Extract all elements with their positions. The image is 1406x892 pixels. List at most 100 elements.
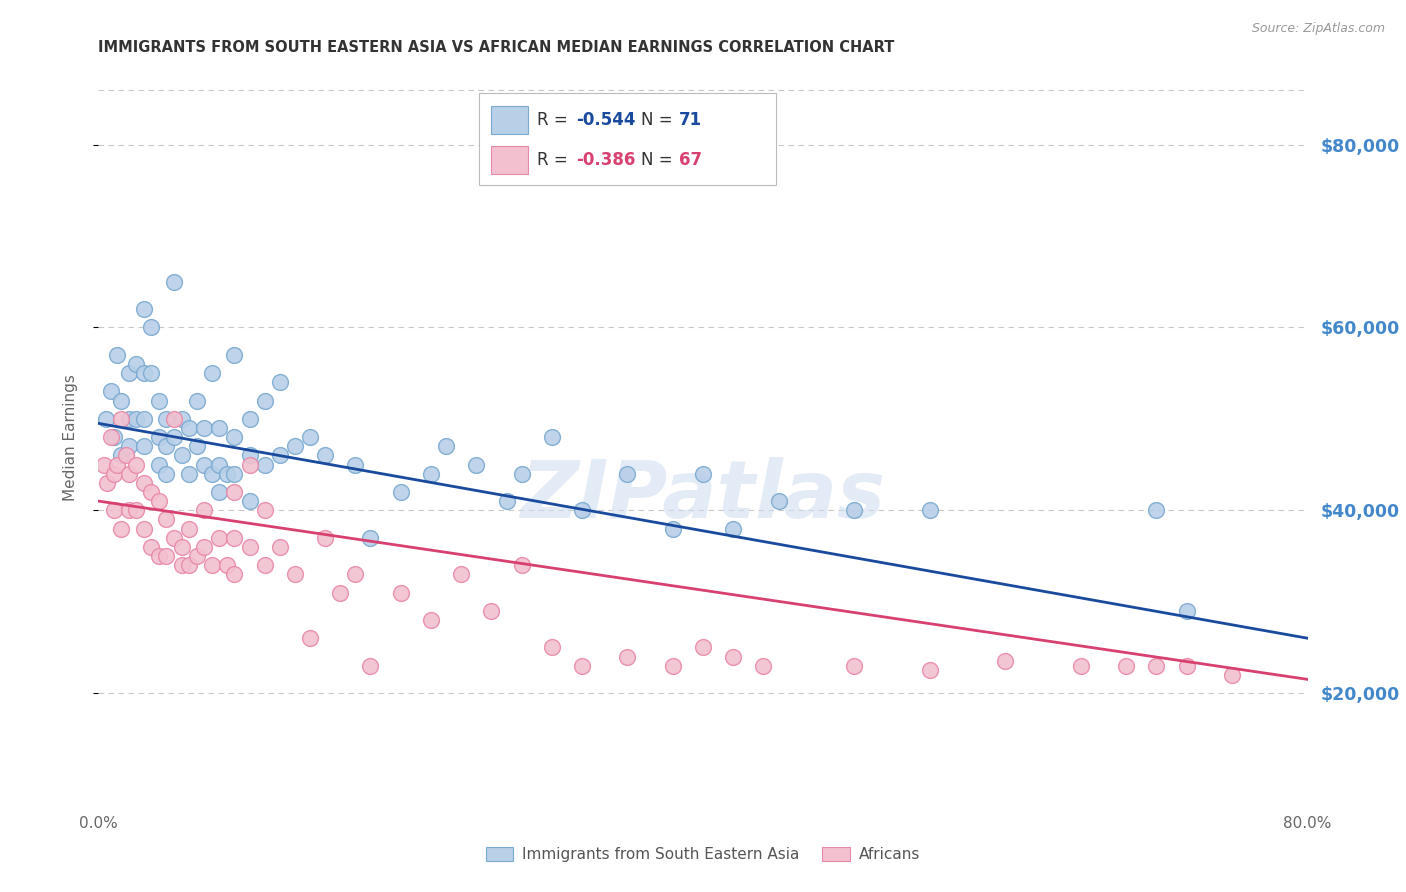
Point	[141, 484, 163, 499]
Point	[186, 549, 208, 563]
Point	[208, 484, 231, 499]
Point	[1175, 658, 1198, 673]
Point	[844, 503, 866, 517]
Point	[118, 411, 141, 425]
Point	[420, 467, 443, 481]
Point	[692, 640, 714, 655]
Point	[201, 467, 224, 481]
Point	[329, 585, 352, 599]
Point	[224, 531, 246, 545]
Point	[163, 531, 186, 545]
Point	[389, 484, 412, 499]
Point	[132, 439, 155, 453]
Point	[114, 448, 136, 462]
Point	[105, 458, 128, 472]
Point	[201, 366, 224, 380]
Text: ZIPatlas: ZIPatlas	[520, 457, 886, 534]
Point	[132, 411, 155, 425]
Point	[224, 467, 246, 481]
Point	[208, 458, 231, 472]
Point	[132, 366, 155, 380]
Point	[208, 421, 231, 435]
Point	[434, 439, 457, 453]
Point	[215, 558, 238, 573]
Point	[132, 475, 155, 490]
Point	[314, 531, 336, 545]
Point	[179, 421, 201, 435]
Text: IMMIGRANTS FROM SOUTH EASTERN ASIA VS AFRICAN MEDIAN EARNINGS CORRELATION CHART: IMMIGRANTS FROM SOUTH EASTERN ASIA VS AF…	[98, 40, 894, 55]
Point	[163, 411, 186, 425]
Text: N =: N =	[641, 151, 678, 169]
Point	[661, 521, 683, 535]
Point	[1144, 658, 1167, 673]
Text: N =: N =	[641, 111, 678, 128]
Point	[110, 393, 132, 408]
Point	[344, 458, 367, 472]
Point	[692, 467, 714, 481]
Point	[284, 439, 307, 453]
Point	[155, 549, 177, 563]
Point	[103, 467, 125, 481]
Point	[132, 301, 155, 317]
Text: 71: 71	[679, 111, 702, 128]
Point	[186, 393, 208, 408]
Point	[215, 467, 238, 481]
Point	[201, 558, 224, 573]
Point	[918, 663, 941, 677]
Point	[208, 531, 231, 545]
Text: R =: R =	[537, 111, 574, 128]
Point	[179, 558, 201, 573]
Point	[155, 512, 177, 526]
Point	[571, 658, 593, 673]
Point	[125, 458, 148, 472]
Point	[224, 484, 246, 499]
Point	[918, 503, 941, 517]
Point	[510, 467, 533, 481]
Point	[661, 658, 683, 673]
Point	[224, 567, 246, 582]
Point	[253, 558, 276, 573]
Point	[163, 275, 186, 289]
Point	[125, 357, 148, 371]
Point	[103, 430, 125, 444]
Point	[141, 320, 163, 334]
Point	[269, 375, 291, 389]
Point	[193, 503, 215, 517]
Point	[239, 458, 262, 472]
Point	[105, 348, 128, 362]
Point	[186, 439, 208, 453]
Point	[253, 503, 276, 517]
Text: -0.544: -0.544	[576, 111, 636, 128]
Point	[132, 521, 155, 535]
Point	[141, 540, 163, 554]
Point	[155, 411, 177, 425]
Text: -0.386: -0.386	[576, 151, 636, 169]
Text: R =: R =	[537, 151, 574, 169]
Point	[510, 558, 533, 573]
Point	[170, 411, 193, 425]
Point	[389, 585, 412, 599]
Point	[110, 448, 132, 462]
Point	[170, 448, 193, 462]
Point	[1144, 503, 1167, 517]
Point	[239, 448, 262, 462]
Point	[148, 430, 170, 444]
Point	[179, 467, 201, 481]
Point	[299, 430, 322, 444]
Point	[148, 494, 170, 508]
Legend: Immigrants from South Eastern Asia, Africans: Immigrants from South Eastern Asia, Afri…	[479, 841, 927, 868]
Point	[481, 604, 503, 618]
Point	[155, 467, 177, 481]
Point	[163, 430, 186, 444]
Point	[170, 558, 193, 573]
Point	[844, 658, 866, 673]
Point	[253, 393, 276, 408]
Text: 67: 67	[679, 151, 702, 169]
Point	[284, 567, 307, 582]
Point	[96, 475, 118, 490]
Point	[239, 540, 262, 554]
Point	[125, 503, 148, 517]
Point	[723, 521, 745, 535]
Point	[103, 503, 125, 517]
Point	[752, 658, 775, 673]
